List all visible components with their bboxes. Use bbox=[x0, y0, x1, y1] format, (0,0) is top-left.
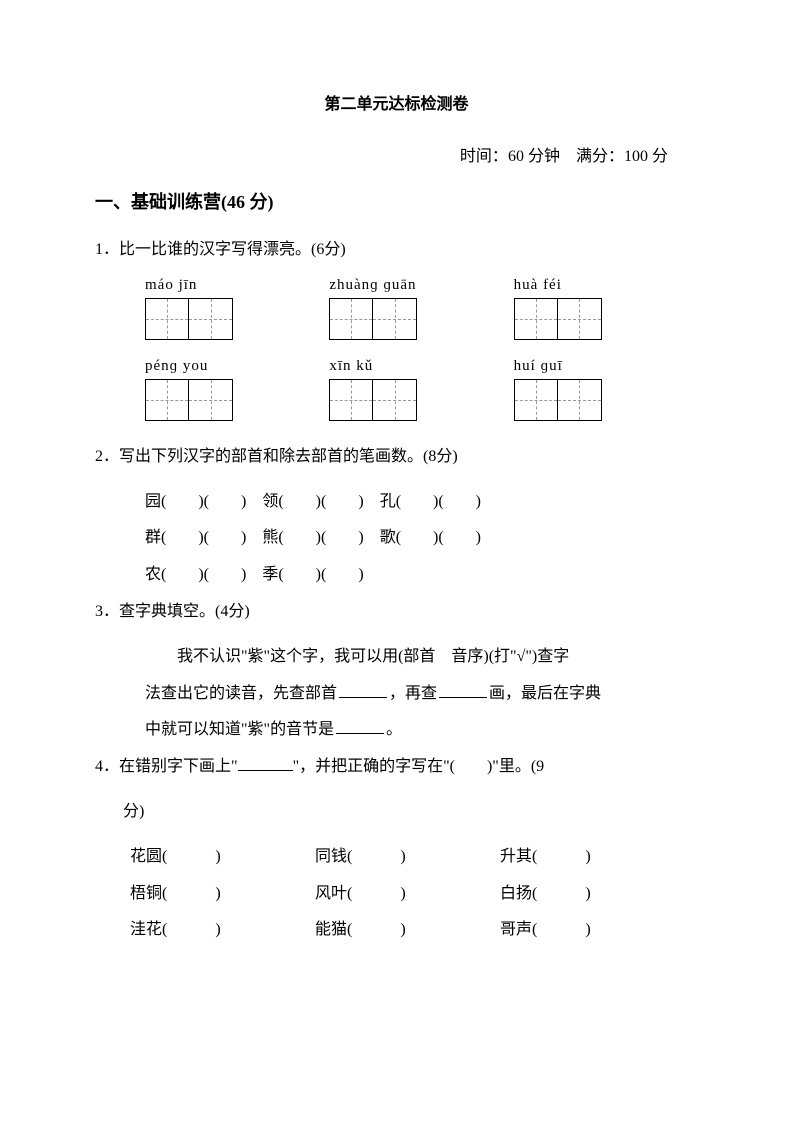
tianzige[interactable] bbox=[558, 299, 601, 339]
tianzige-pair[interactable] bbox=[145, 379, 233, 421]
tianzige[interactable] bbox=[558, 380, 601, 420]
tianzige-pair[interactable] bbox=[145, 298, 233, 340]
q1-text: 比一比谁的汉字写得漂亮。(6分) bbox=[119, 241, 346, 258]
underline-mark bbox=[238, 755, 293, 771]
q2-row-3: 农( )( ) 季( )( ) bbox=[95, 557, 698, 594]
time-label: 时间： bbox=[460, 148, 508, 165]
q4-row-2: 梧铜( ) 风叶( ) 白扬( ) bbox=[95, 876, 698, 913]
tianzige[interactable] bbox=[515, 380, 558, 420]
fill-blank[interactable] bbox=[336, 718, 384, 734]
section-1-heading: 一、基础训练营(46 分) bbox=[95, 188, 698, 214]
pinyin-3: huà féi bbox=[514, 277, 698, 294]
box-group bbox=[329, 379, 513, 421]
q1-pinyin-row-1: máo jīn zhuànɡ ɡuān huà féi bbox=[95, 277, 698, 294]
q3: 3．查字典填空。(4分) bbox=[95, 594, 698, 631]
score-label: 满分： bbox=[576, 148, 624, 165]
fill-blank[interactable] bbox=[339, 682, 387, 698]
tianzige[interactable] bbox=[373, 380, 416, 420]
box-group bbox=[514, 379, 698, 421]
q4-item: 洼花( ) bbox=[130, 912, 315, 949]
q4-item: 同钱( ) bbox=[315, 839, 500, 876]
tianzige[interactable] bbox=[189, 299, 232, 339]
tianzige-pair[interactable] bbox=[514, 298, 602, 340]
q2-item: 季( )( ) bbox=[262, 566, 363, 583]
box-group bbox=[514, 298, 698, 340]
q1-pinyin-row-2: pénɡ you xīn kǔ huí ɡuī bbox=[95, 358, 698, 375]
q2: 2．写出下列汉字的部首和除去部首的笔画数。(8分) bbox=[95, 439, 698, 476]
tianzige[interactable] bbox=[189, 380, 232, 420]
tianzige[interactable] bbox=[330, 380, 373, 420]
q4-item: 能猫( ) bbox=[315, 912, 500, 949]
q3-para-b: 法查出它的读音，先查部首 bbox=[145, 685, 337, 702]
q2-item: 孔( )( ) bbox=[380, 493, 481, 510]
pinyin-1: máo jīn bbox=[145, 277, 329, 294]
q3-para: 我不认识"紫"这个字，我可以用(部首 音序)(打"√")查字 法查出它的读音，先… bbox=[95, 639, 698, 749]
tianzige[interactable] bbox=[515, 299, 558, 339]
q4-item: 梧铜( ) bbox=[130, 876, 315, 913]
q2-row-1: 园( )( ) 领( )( ) 孔( )( ) bbox=[95, 484, 698, 521]
pinyin-6: huí ɡuī bbox=[514, 358, 698, 375]
q2-row-2: 群( )( ) 熊( )( ) 歌( )( ) bbox=[95, 520, 698, 557]
fill-blank[interactable] bbox=[439, 682, 487, 698]
q3-para-c: ，再查 bbox=[389, 685, 437, 702]
q2-item: 群( )( ) bbox=[145, 529, 246, 546]
pinyin-4: pénɡ you bbox=[145, 358, 329, 375]
pinyin-2: zhuànɡ ɡuān bbox=[329, 277, 513, 294]
q2-item: 领( )( ) bbox=[262, 493, 363, 510]
q4-item: 哥声( ) bbox=[500, 912, 685, 949]
q2-item: 歌( )( ) bbox=[380, 529, 481, 546]
q3-para-a: 我不认识"紫"这个字，我可以用(部首 音序)(打"√")查字 bbox=[177, 648, 569, 665]
pinyin-5: xīn kǔ bbox=[329, 358, 513, 375]
q4-item: 花圆( ) bbox=[130, 839, 315, 876]
q2-item: 农( )( ) bbox=[145, 566, 246, 583]
doc-title: 第二单元达标检测卷 bbox=[95, 90, 698, 114]
q3-para-f: 。 bbox=[386, 721, 402, 738]
q3-para-e: 中就可以知道"紫"的音节是 bbox=[145, 721, 334, 738]
tianzige[interactable] bbox=[146, 299, 189, 339]
tianzige[interactable] bbox=[373, 299, 416, 339]
score-value: 100 分 bbox=[624, 148, 668, 165]
q3-num: 3． bbox=[95, 594, 119, 631]
tianzige[interactable] bbox=[330, 299, 373, 339]
q2-item: 园( )( ) bbox=[145, 493, 246, 510]
q1: 1．比一比谁的汉字写得漂亮。(6分) bbox=[95, 232, 698, 269]
q3-text: 查字典填空。(4分) bbox=[119, 603, 250, 620]
q3-para-d: 画，最后在字典 bbox=[489, 685, 601, 702]
q4-num: 4． bbox=[95, 749, 119, 786]
q4-text-b: "，并把正确的字写在"( )"里。(9 bbox=[293, 758, 545, 775]
q4: 4．在错别字下画上" "，并把正确的字写在"( )"里。(9 bbox=[95, 749, 698, 786]
box-group bbox=[145, 298, 329, 340]
box-group bbox=[145, 379, 329, 421]
q2-num: 2． bbox=[95, 439, 119, 476]
time-value: 60 分钟 bbox=[508, 148, 560, 165]
q2-text: 写出下列汉字的部首和除去部首的笔画数。(8分) bbox=[119, 448, 458, 465]
q4-item: 升其( ) bbox=[500, 839, 685, 876]
doc-meta: 时间：60 分钟 满分：100 分 bbox=[95, 142, 698, 166]
q4-cont: 分) bbox=[95, 794, 698, 831]
q1-num: 1． bbox=[95, 232, 119, 269]
q4-row-1: 花圆( ) 同钱( ) 升其( ) bbox=[95, 839, 698, 876]
q4-text-a: 在错别字下画上" bbox=[119, 758, 238, 775]
tianzige-pair[interactable] bbox=[329, 379, 417, 421]
q4-item: 白扬( ) bbox=[500, 876, 685, 913]
q4-text-c: 分) bbox=[123, 803, 144, 820]
q4-item: 风叶( ) bbox=[315, 876, 500, 913]
q1-box-row-2 bbox=[95, 379, 698, 421]
tianzige-pair[interactable] bbox=[514, 379, 602, 421]
tianzige-pair[interactable] bbox=[329, 298, 417, 340]
q4-row-3: 洼花( ) 能猫( ) 哥声( ) bbox=[95, 912, 698, 949]
tianzige[interactable] bbox=[146, 380, 189, 420]
box-group bbox=[329, 298, 513, 340]
q1-box-row-1 bbox=[95, 298, 698, 340]
q2-item: 熊( )( ) bbox=[262, 529, 363, 546]
